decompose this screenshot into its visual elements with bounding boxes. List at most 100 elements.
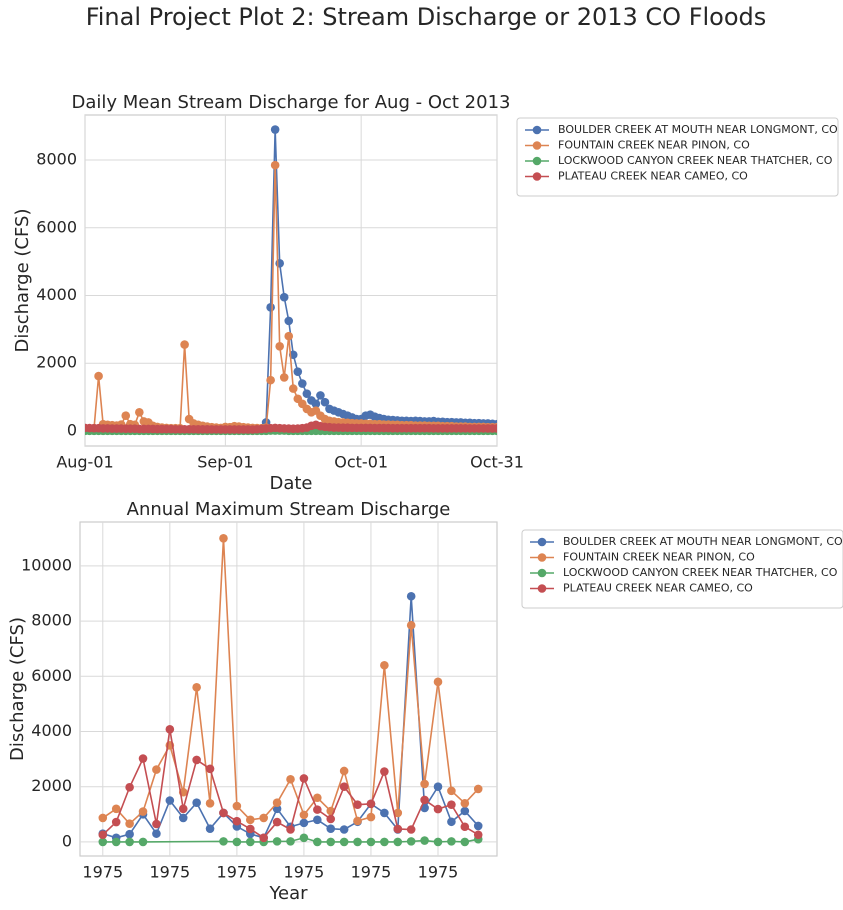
data-point	[138, 807, 148, 816]
data-point	[473, 821, 483, 831]
data-point	[311, 399, 321, 409]
data-point	[111, 804, 121, 814]
data-point	[94, 371, 103, 381]
legend-marker	[537, 568, 547, 578]
legend-marker	[532, 141, 542, 150]
data-point	[192, 755, 201, 765]
data-point	[293, 367, 303, 376]
data-point	[205, 764, 215, 774]
data-point	[205, 798, 215, 808]
data-point	[165, 725, 175, 734]
data-point	[286, 837, 295, 846]
data-point	[125, 829, 134, 839]
data-point	[178, 813, 188, 823]
data-point	[232, 816, 242, 826]
data-point	[460, 837, 470, 847]
data-point	[152, 829, 161, 838]
data-point	[473, 784, 483, 794]
y-tick-label: 4000	[31, 721, 72, 740]
data-point	[326, 837, 336, 847]
legend-label: LOCKWOOD CANYON CREEK NEAR THATCHER, CO	[563, 566, 838, 579]
data-point	[380, 837, 389, 847]
data-point	[302, 389, 312, 398]
data-point	[245, 815, 255, 825]
x-tick-label: 1975	[418, 863, 459, 882]
x-tick-label: Oct-31	[470, 453, 524, 472]
data-point	[299, 833, 309, 843]
data-point	[366, 812, 376, 822]
legend-box	[516, 117, 839, 197]
data-point	[138, 754, 148, 763]
legend-marker	[532, 172, 542, 181]
legend-box	[521, 529, 843, 609]
x-tick-label: 1975	[217, 863, 258, 882]
data-point	[326, 814, 336, 824]
y-tick-label: 2000	[36, 353, 77, 372]
data-point	[339, 825, 349, 834]
series	[98, 725, 483, 843]
data-point	[152, 765, 161, 774]
data-point	[192, 798, 201, 808]
data-point	[393, 824, 403, 834]
plot-area	[84, 114, 498, 447]
data-point	[205, 824, 215, 833]
data-point	[339, 782, 349, 792]
data-point	[178, 804, 188, 814]
y-tick-label: 8000	[31, 611, 72, 630]
data-point	[433, 804, 443, 814]
data-point	[380, 767, 389, 776]
data-point	[433, 782, 443, 792]
y-tick-label: 0	[62, 831, 72, 850]
data-point	[316, 391, 325, 400]
legend-label: PLATEAU CREEK NEAR CAMEO, CO	[563, 582, 753, 595]
data-point	[299, 774, 309, 783]
x-tick-label: 1975	[149, 863, 190, 882]
x-axis-label: Year	[268, 883, 308, 904]
data-point	[272, 804, 282, 814]
legend-label: BOULDER CREEK AT MOUTH NEAR LONGMONT, CO	[558, 123, 838, 136]
data-point	[406, 837, 416, 846]
data-point	[270, 160, 280, 170]
data-point	[313, 805, 322, 814]
chart-title: Daily Mean Stream Discharge for Aug - Oc…	[72, 92, 511, 113]
y-tick-label: 4000	[36, 285, 77, 304]
data-point	[219, 837, 228, 846]
data-point	[473, 830, 483, 840]
data-point	[121, 411, 131, 420]
series	[98, 833, 483, 847]
legend: BOULDER CREEK AT MOUTH NEAR LONGMONT, CO…	[521, 529, 843, 609]
data-point	[353, 800, 362, 809]
data-point	[272, 837, 282, 846]
data-point	[98, 813, 108, 823]
legend-marker	[537, 537, 547, 547]
y-axis-label: Discharge (CFS)	[7, 617, 28, 761]
legend-marker	[532, 125, 542, 135]
y-tick-label: 0	[67, 420, 77, 439]
data-point	[420, 795, 429, 805]
data-point	[138, 837, 148, 847]
data-point	[284, 331, 294, 341]
y-axis-label: Discharge (CFS)	[12, 209, 33, 353]
data-point	[232, 837, 242, 847]
data-point	[192, 683, 201, 692]
data-point	[272, 817, 282, 827]
data-point	[313, 815, 322, 825]
data-point	[219, 808, 228, 818]
data-point	[447, 786, 456, 796]
data-point	[460, 806, 470, 816]
data-point	[339, 766, 349, 776]
x-tick-label: Sep-01	[197, 453, 253, 472]
data-point	[339, 837, 349, 847]
data-point	[275, 341, 284, 351]
y-tick-label: 6000	[36, 217, 77, 236]
data-point	[111, 817, 121, 827]
data-point	[299, 818, 309, 828]
legend-marker	[537, 584, 547, 593]
data-point	[353, 837, 362, 847]
data-point	[313, 793, 322, 803]
data-point	[279, 373, 289, 382]
legend-label: LOCKWOOD CANYON CREEK NEAR THATCHER, CO	[558, 154, 833, 167]
legend-label: PLATEAU CREEK NEAR CAMEO, CO	[558, 170, 748, 183]
